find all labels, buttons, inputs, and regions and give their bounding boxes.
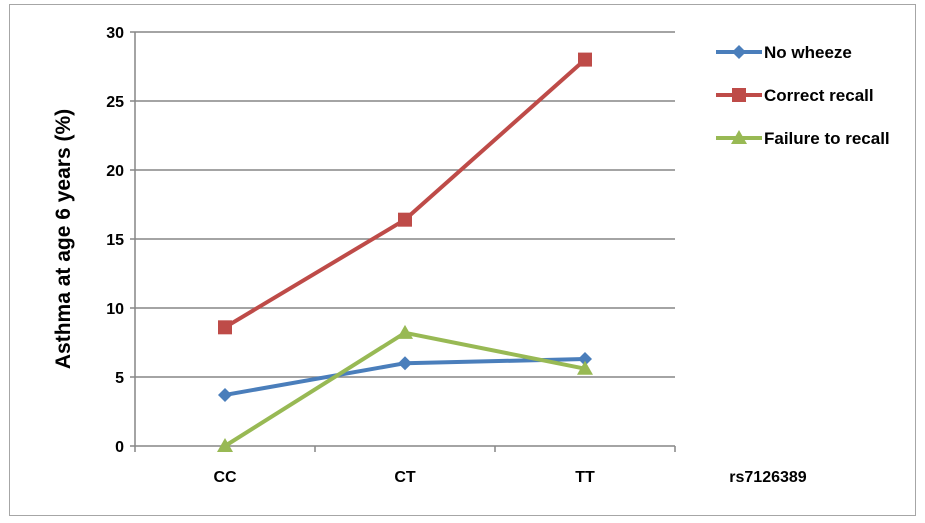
x-tick-labels: CC CT TT xyxy=(213,469,595,486)
data-point xyxy=(218,320,232,335)
legend-label: Correct recall xyxy=(764,86,874,105)
y-tick-labels: 0 5 10 15 20 25 30 xyxy=(106,25,124,456)
legend-marker xyxy=(732,88,746,102)
y-tick-label: 5 xyxy=(115,370,124,387)
data-point xyxy=(397,324,413,339)
data-point xyxy=(398,356,412,371)
y-tick-label: 0 xyxy=(115,439,124,456)
legend-label: Failure to recall xyxy=(764,129,890,148)
legend-label: No wheeze xyxy=(764,43,852,62)
data-point xyxy=(578,352,592,367)
x-tick-label: CT xyxy=(394,469,416,486)
x-axis-label: rs7126389 xyxy=(729,469,807,486)
data-point xyxy=(217,438,233,452)
series-lines xyxy=(223,58,587,448)
legend: No wheeze Correct recall Failure to recall xyxy=(716,43,890,148)
legend-marker xyxy=(731,130,747,144)
gridlines xyxy=(135,31,675,378)
series-line-2 xyxy=(223,330,586,448)
y-tick-label: 10 xyxy=(106,301,124,318)
axes xyxy=(130,31,676,452)
y-tick-label: 30 xyxy=(106,25,124,42)
series-markers xyxy=(217,52,593,452)
chart-frame xyxy=(9,4,916,516)
y-axis-label: Asthma at age 6 years (%) xyxy=(52,109,75,369)
legend-marker xyxy=(732,45,746,59)
y-tick-label: 20 xyxy=(106,163,124,180)
data-point xyxy=(578,52,592,67)
data-point xyxy=(398,212,412,227)
y-tick-label: 25 xyxy=(106,94,124,111)
data-point xyxy=(218,387,232,402)
y-tick-label: 15 xyxy=(106,232,124,249)
data-point xyxy=(577,360,593,375)
x-tick-label: CC xyxy=(213,469,237,486)
series-line-1 xyxy=(223,58,587,330)
x-tick-label: TT xyxy=(575,469,595,486)
